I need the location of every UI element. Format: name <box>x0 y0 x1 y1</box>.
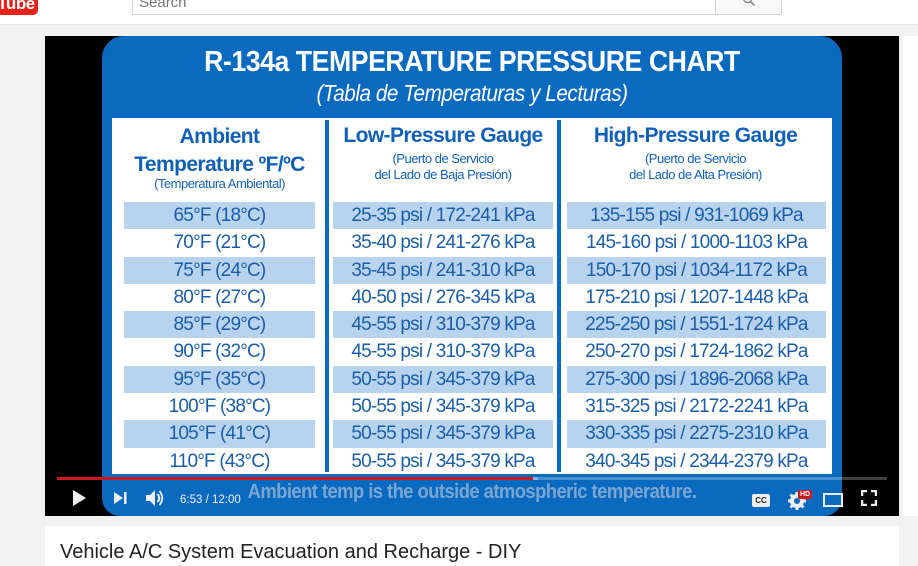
column-header: Ambient Temperature ºF/ºC (Temperatura A… <box>134 125 305 191</box>
table-cell: 145-160 psi / 1000-1103 kPa <box>585 232 808 254</box>
search-box <box>132 0 716 15</box>
column-low-pressure: Low-Pressure Gauge (Puerto de Servicio d… <box>329 120 557 472</box>
table-cell: 65°F (18°C) <box>124 202 315 230</box>
table-cell: 50-55 psi / 345-379 kPa <box>333 365 553 394</box>
captions-button[interactable]: CC <box>749 484 773 516</box>
table-cell: 50-55 psi / 345-379 kPa <box>351 396 535 418</box>
column-header: High-Pressure Gauge (Puerto de Servicio … <box>593 124 798 183</box>
time-display: 6:53 / 12:00 <box>180 494 241 506</box>
table-cell: 135-155 psi / 931-1069 kPa <box>567 202 826 230</box>
captions-icon: CC <box>752 493 770 507</box>
table-cell: 95°F (35°C) <box>124 365 315 394</box>
player-controls: 6:53 / 12:00 CC HD <box>45 484 899 516</box>
table-cell: 45-55 psi / 310-379 kPa <box>333 311 553 339</box>
column-rows: 65°F (18°C) 70°F (21°C) 75°F (24°C) 80°F… <box>124 202 315 475</box>
search-button[interactable] <box>715 0 782 15</box>
table-cell: 150-170 psi / 1034-1172 kPa <box>567 256 826 284</box>
table-cell: 35-45 psi / 241-310 kPa <box>333 256 553 284</box>
search-icon <box>742 0 756 12</box>
chart-title: R-134a TEMPERATURE PRESSURE CHART <box>204 46 740 78</box>
table-cell: 75°F (24°C) <box>124 256 315 284</box>
table-cell: 250-270 psi / 1724-1862 kPa <box>585 341 808 363</box>
table-cell: 90°F (32°C) <box>173 341 267 363</box>
table-cell: 50-55 psi / 345-379 kPa <box>351 450 535 472</box>
hd-badge: HD <box>798 490 813 499</box>
table-cell: 35-40 psi / 241-276 kPa <box>351 232 535 254</box>
column-divider <box>557 120 561 472</box>
table-cell: 45-55 psi / 310-379 kPa <box>351 341 535 363</box>
sidebar-edge <box>903 36 918 516</box>
play-icon <box>72 489 86 511</box>
table-cell: 80°F (27°C) <box>173 286 267 308</box>
table-cell: 50-55 psi / 345-379 kPa <box>333 420 553 448</box>
masthead: Tube <box>0 0 918 25</box>
pressure-table: Ambient Temperature ºF/ºC (Temperatura A… <box>112 118 832 474</box>
volume-button[interactable] <box>143 484 167 516</box>
table-cell: 110°F (43°C) <box>169 450 270 472</box>
table-cell: 105°F (41°C) <box>124 420 315 448</box>
youtube-logo[interactable]: Tube <box>0 0 38 15</box>
column-ambient: Ambient Temperature ºF/ºC (Temperatura A… <box>114 120 325 472</box>
fullscreen-button[interactable] <box>857 484 881 516</box>
progress-bar[interactable] <box>57 477 887 480</box>
played-bar <box>57 477 534 480</box>
settings-hd-icon: HD <box>788 490 813 510</box>
table-cell: 100°F (38°C) <box>168 396 272 418</box>
video-caption-text: Ambient temp is the outside atmospheric … <box>247 481 697 503</box>
table-cell: 315-325 psi / 2172-2241 kPa <box>585 396 808 418</box>
table-cell: 225-250 psi / 1551-1724 kPa <box>567 311 826 339</box>
table-cell: 275-300 psi / 1896-2068 kPa <box>567 365 826 394</box>
next-icon <box>113 491 127 509</box>
volume-icon <box>145 489 165 512</box>
table-cell: 40-50 psi / 276-345 kPa <box>351 286 535 308</box>
video-frame-chart: R-134a TEMPERATURE PRESSURE CHART (Tabla… <box>102 36 842 516</box>
settings-button[interactable]: HD <box>785 484 813 516</box>
theater-mode-button[interactable] <box>821 484 845 516</box>
video-player[interactable]: R-134a TEMPERATURE PRESSURE CHART (Tabla… <box>45 36 899 516</box>
play-button[interactable] <box>67 484 91 516</box>
table-cell: 85°F (29°C) <box>124 311 315 339</box>
column-rows: 135-155 psi / 931-1069 kPa 145-160 psi /… <box>567 202 826 475</box>
table-cell: 175-210 psi / 1207-1448 kPa <box>585 286 808 308</box>
search-input[interactable] <box>133 0 715 14</box>
column-divider <box>325 120 329 472</box>
theater-mode-icon <box>823 493 843 507</box>
fullscreen-icon <box>860 489 878 511</box>
table-cell: 330-335 psi / 2275-2310 kPa <box>567 420 826 448</box>
column-high-pressure: High-Pressure Gauge (Puerto de Servicio … <box>561 120 830 472</box>
table-cell: 25-35 psi / 172-241 kPa <box>333 202 553 230</box>
column-header: Low-Pressure Gauge (Puerto de Servicio d… <box>343 124 543 183</box>
chart-subtitle: (Tabla de Temperaturas y Lecturas) <box>316 80 628 106</box>
table-cell: 340-345 psi / 2344-2379 kPa <box>585 450 808 472</box>
next-button[interactable] <box>109 484 131 516</box>
video-info-card: Vehicle A/C System Evacuation and Rechar… <box>45 526 899 566</box>
table-cell: 70°F (21°C) <box>173 232 267 254</box>
column-rows: 25-35 psi / 172-241 kPa 35-40 psi / 241-… <box>333 202 553 475</box>
